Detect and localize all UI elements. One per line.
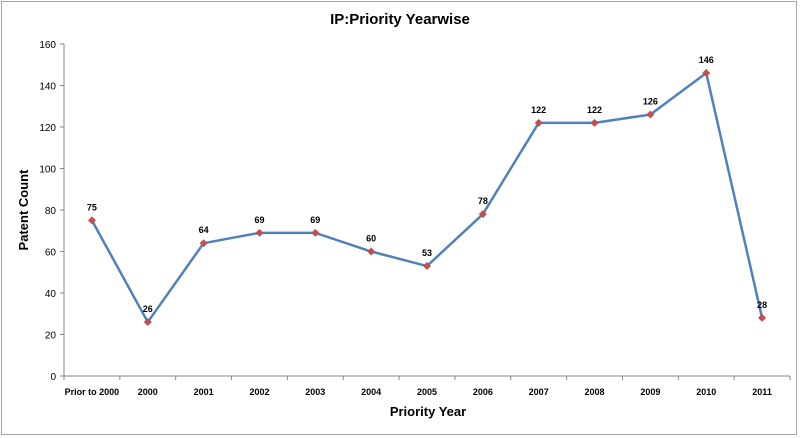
x-tick-label: 2007 [529,387,549,397]
data-label: 60 [366,234,376,244]
x-tick-label: 2010 [696,387,716,397]
data-point-marker [423,262,431,271]
x-tick-label: 2011 [752,387,772,397]
data-point-marker [702,69,711,78]
x-tick-label: 2004 [361,387,381,397]
data-label: 146 [699,55,714,65]
data-point-marker [199,239,208,248]
x-tick-label: 2001 [194,387,214,397]
data-label: 64 [199,225,209,235]
x-tick-label: 2006 [473,387,493,397]
y-tick-label: 60 [45,248,57,259]
x-tick-label: 2008 [585,387,605,397]
data-label: 78 [478,196,488,206]
chart-title: IP:Priority Yearwise [330,11,470,28]
data-point-marker [590,118,599,127]
y-tick-label: 80 [45,206,57,217]
y-tick-label: 140 [39,82,56,93]
data-point-marker [367,247,376,256]
x-tick-label: 2005 [417,387,437,397]
x-tick-label: 2009 [640,387,660,397]
data-label: 69 [310,215,320,225]
x-tick-label: 2000 [138,387,158,397]
x-tick-label: 2002 [249,387,269,397]
data-label: 122 [587,105,602,115]
data-point-marker [646,110,655,119]
y-tick-label: 100 [39,165,56,176]
data-point-marker [534,118,543,127]
data-point-marker [311,228,320,237]
data-point-marker [758,313,767,322]
data-label: 53 [422,248,432,258]
y-tick-label: 40 [45,289,57,300]
y-tick-label: 0 [50,372,56,383]
data-label: 75 [87,202,97,212]
x-tick-label: 2003 [305,387,325,397]
data-point-marker [478,210,487,219]
x-tick-label: Prior to 2000 [65,387,120,397]
data-label: 28 [757,300,767,310]
y-tick-label: 160 [39,40,56,51]
y-tick-label: 120 [39,123,56,134]
x-axis-title: Priority Year [390,404,466,419]
y-axis-title: Patent Count [16,169,31,251]
series-line [90,70,764,325]
y-tick-label: 20 [45,331,57,342]
data-label: 122 [531,105,546,115]
data-label: 69 [254,215,264,225]
data-point-marker [143,318,152,327]
data-label: 26 [143,304,153,314]
data-point-marker [255,228,264,237]
data-label: 126 [643,97,658,107]
data-point-marker [87,216,96,225]
